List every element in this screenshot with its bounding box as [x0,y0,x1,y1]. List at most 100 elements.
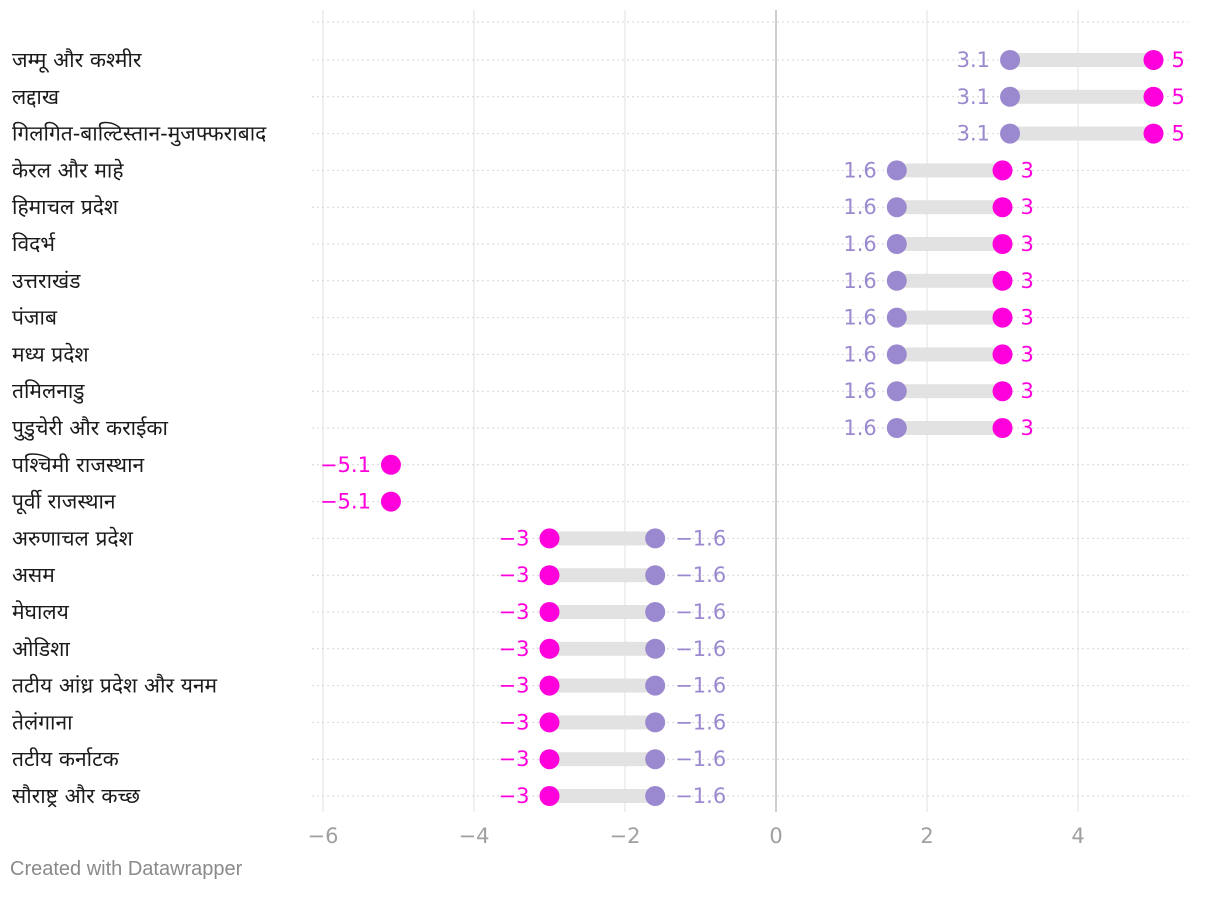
value-label-magenta: −3 [499,784,530,808]
range-bars-layer [549,53,1154,803]
range-bar [549,568,656,583]
range-bar [549,678,656,693]
value-label-magenta: −3 [499,674,530,698]
value-label-purple: 1.6 [843,342,876,366]
category-label: पूर्वी राजस्थान [12,490,116,515]
dot-magenta [992,270,1013,291]
value-label-purple: −1.6 [675,747,726,771]
value-label-purple: 1.6 [843,158,876,182]
row-guides-layer [312,59,1188,797]
value-label-magenta: 3 [1021,269,1034,293]
dot-magenta [539,638,560,659]
x-tick-label: 2 [920,824,933,848]
range-bar [549,752,656,767]
dot-purple [1000,86,1021,107]
range-bar [549,531,656,546]
x-tick-label: −4 [459,824,490,848]
category-label: पुडुचेरी और कराईका [12,416,169,441]
range-bar [896,163,1003,178]
dot-magenta [539,786,560,806]
category-label: हिमाचल प्रदेश [12,195,119,219]
value-label-purple: 3.1 [957,122,990,146]
category-label: केरल और माहे [12,158,124,182]
value-label-magenta: 3 [1021,416,1034,440]
dot-magenta [539,565,560,586]
range-bar [1010,53,1154,67]
dot-purple [645,749,666,770]
range-bar [896,273,1003,288]
dots-layer [380,50,1164,806]
value-label-magenta: −3 [499,710,530,734]
dot-magenta [380,491,401,512]
dot-magenta [992,160,1013,181]
category-label: जम्मू और कश्मीर [12,48,142,73]
value-label-purple: 1.6 [843,306,876,330]
value-label-purple: −1.6 [675,674,726,698]
range-bar [896,237,1003,251]
grid-layer [312,10,1188,812]
value-label-purple: 3.1 [957,85,990,109]
range-bar [549,715,656,730]
value-label-magenta: −3 [499,563,530,587]
dot-magenta [992,234,1013,254]
dot-magenta [539,749,560,770]
value-label-magenta: −3 [499,747,530,771]
category-label: तेलंगाना [12,710,73,734]
value-label-magenta: 3 [1021,342,1034,366]
dot-magenta [539,675,560,696]
dot-magenta [539,712,560,733]
category-label: मध्य प्रदेश [12,342,89,366]
dot-purple [645,675,666,696]
dot-purple [645,565,666,586]
value-label-magenta: 3 [1021,232,1034,256]
category-label: असम [12,563,55,587]
value-label-magenta: 5 [1172,122,1185,146]
value-label-magenta: 3 [1021,379,1034,403]
value-label-purple: 1.6 [843,269,876,293]
dot-magenta [1143,86,1164,107]
range-bar [896,347,1003,362]
value-label-purple: −1.6 [675,637,726,661]
dot-purple [645,602,666,622]
dot-purple [886,344,907,365]
value-label-magenta: 3 [1021,158,1034,182]
category-label: तटीय आंध्र प्रदेश और यनम [12,674,218,698]
x-tick-label: −2 [610,824,641,848]
dot-magenta [992,418,1013,438]
category-label: पंजाब [12,306,58,330]
range-bar [1010,126,1154,141]
value-label-magenta: 5 [1172,85,1185,109]
x-tick-label: 4 [1071,824,1084,848]
dot-magenta [539,528,560,549]
value-label-magenta: −3 [499,637,530,661]
value-label-purple: −1.6 [675,600,726,624]
value-label-purple: 3.1 [957,48,990,72]
dot-purple [886,234,907,254]
range-bar [896,200,1003,215]
value-label-magenta: 3 [1021,306,1034,330]
value-label-purple: −1.6 [675,784,726,808]
value-label-magenta: 5 [1172,48,1185,72]
dot-magenta [992,307,1013,328]
value-label-magenta: −3 [499,526,530,550]
category-label: तटीय कर्नाटक [12,747,120,771]
category-label: गिलगित-बाल्टिस्तान-मुजफ्फराबाद [12,122,267,147]
dot-purple [886,160,907,181]
range-bar [896,310,1003,325]
dot-purple [886,197,907,218]
range-bar [549,789,656,803]
range-bar [549,605,656,619]
dot-purple [886,381,907,402]
labels-layer: −6 −4 −2 0 2 4 जम्मू और कश्मीर 3.1 5 लद्दाख 3.1 5 गि… [12,48,1185,848]
range-bar [896,421,1003,435]
value-label-purple: 1.6 [843,232,876,256]
category-label: ओडिशा [12,637,70,661]
dot-magenta [1143,123,1164,144]
dot-magenta [380,454,401,475]
dot-purple [886,307,907,328]
value-label-magenta: −5.1 [320,490,371,514]
value-label-magenta: −5.1 [320,453,371,477]
range-bar [549,641,656,656]
category-label: विदर्भ [12,232,56,256]
